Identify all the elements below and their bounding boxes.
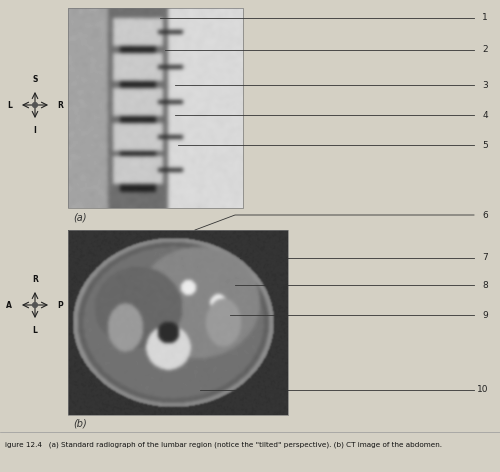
Circle shape — [32, 303, 38, 307]
Text: R: R — [32, 275, 38, 284]
Text: 2: 2 — [482, 45, 488, 54]
Text: 10: 10 — [476, 386, 488, 395]
Circle shape — [32, 102, 38, 108]
Text: (a): (a) — [73, 212, 86, 222]
Text: A: A — [6, 301, 12, 310]
Text: 5: 5 — [482, 141, 488, 150]
Bar — [68, 230, 288, 415]
Text: I: I — [34, 126, 36, 135]
Text: S: S — [32, 75, 38, 84]
Text: 6: 6 — [482, 211, 488, 219]
Text: P: P — [58, 301, 64, 310]
Text: 3: 3 — [482, 81, 488, 90]
Text: 9: 9 — [482, 311, 488, 320]
Text: 8: 8 — [482, 280, 488, 289]
Text: L: L — [7, 101, 12, 110]
Text: 4: 4 — [482, 110, 488, 119]
Text: R: R — [58, 101, 64, 110]
Text: 7: 7 — [482, 253, 488, 262]
Text: igure 12.4   (a) Standard radiograph of the lumbar region (notice the "tilted" p: igure 12.4 (a) Standard radiograph of th… — [5, 442, 442, 448]
Text: (b): (b) — [73, 419, 87, 429]
Text: 1: 1 — [482, 14, 488, 23]
Text: L: L — [32, 326, 38, 335]
Bar — [68, 8, 243, 208]
